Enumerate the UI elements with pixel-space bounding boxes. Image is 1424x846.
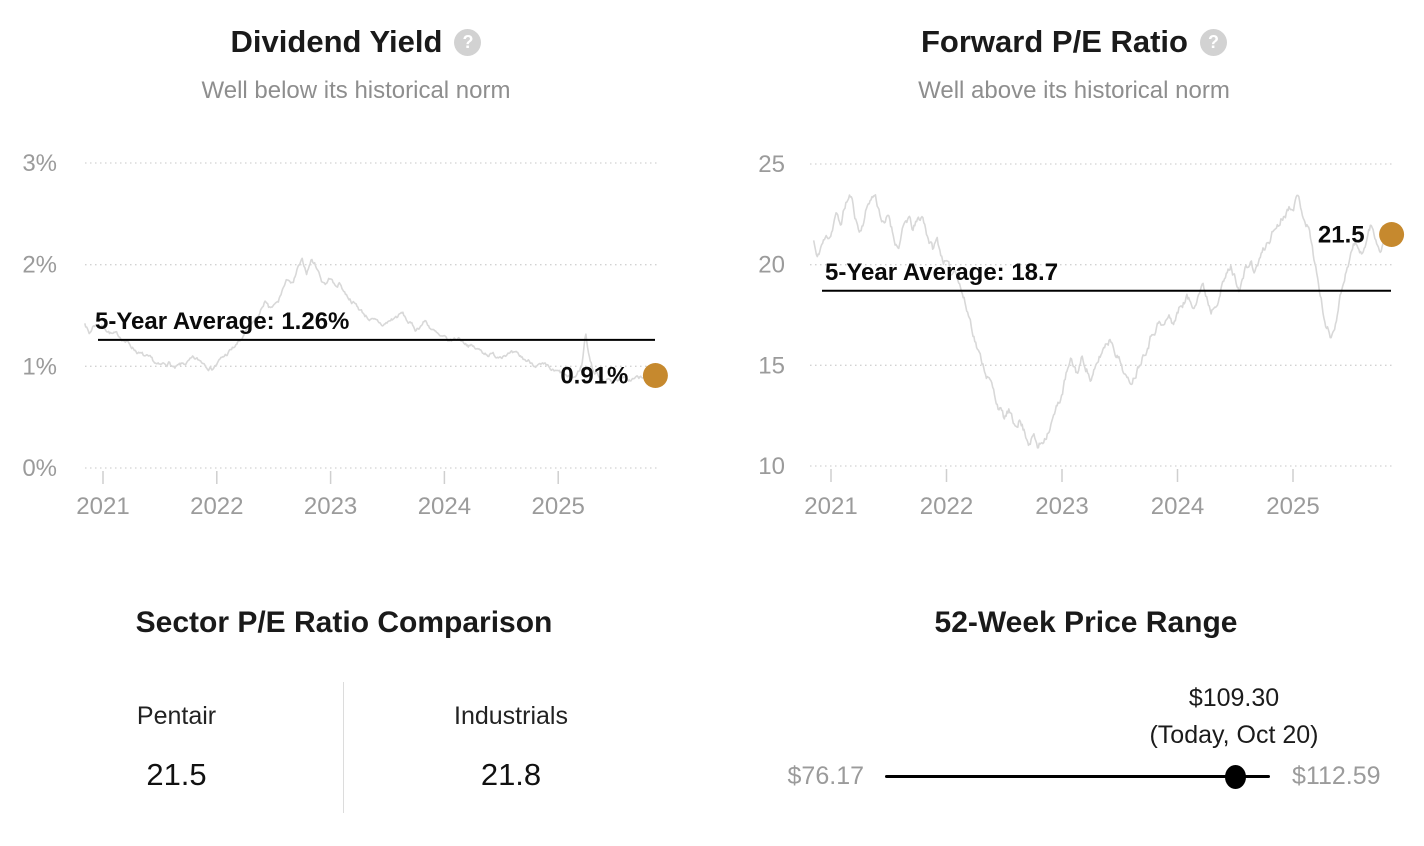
question-mark-glyph: ? <box>1207 31 1219 52</box>
svg-text:21.5: 21.5 <box>1318 222 1365 249</box>
svg-text:2025: 2025 <box>532 493 585 520</box>
pentair-value: 21.5 <box>146 757 207 792</box>
svg-text:20: 20 <box>758 252 785 279</box>
svg-text:2024: 2024 <box>1151 493 1204 520</box>
svg-text:2021: 2021 <box>804 493 857 520</box>
svg-text:5-Year Average: 18.7: 5-Year Average: 18.7 <box>825 259 1058 286</box>
svg-text:2%: 2% <box>22 252 57 279</box>
help-icon[interactable]: ? <box>1199 28 1227 56</box>
svg-text:10: 10 <box>758 453 785 480</box>
high-price-label: $112.59 <box>1292 762 1381 790</box>
pentair-label: Pentair <box>136 702 217 730</box>
price-range-marker <box>1224 764 1246 789</box>
price-range-track <box>885 775 1270 778</box>
svg-text:5-Year Average: 1.26%: 5-Year Average: 1.26% <box>95 308 349 335</box>
dividend-yield-subtitle: Well below its historical norm <box>201 77 511 104</box>
dividend-yield-title: Dividend Yield <box>230 24 443 59</box>
forward-pe-header: Forward P/E Ratio ? Well above its histo… <box>724 24 1424 104</box>
price-range-title: 52-Week Price Range <box>934 606 1238 639</box>
svg-text:3%: 3% <box>22 150 57 177</box>
svg-text:25: 25 <box>758 151 785 178</box>
help-icon[interactable]: ? <box>454 28 482 56</box>
question-mark-glyph: ? <box>462 31 474 52</box>
svg-text:2022: 2022 <box>920 493 973 520</box>
svg-text:2021: 2021 <box>76 493 129 520</box>
svg-text:2023: 2023 <box>1035 493 1088 520</box>
svg-text:0%: 0% <box>22 455 57 482</box>
current-price-date: (Today, Oct 20) <box>1149 721 1319 749</box>
svg-text:2024: 2024 <box>418 493 471 520</box>
industrials-value: 21.8 <box>480 757 542 792</box>
svg-text:0.91%: 0.91% <box>560 363 628 390</box>
dividend-yield-header: Dividend Yield ? Well below its historic… <box>0 24 712 104</box>
svg-text:2025: 2025 <box>1266 493 1319 520</box>
forward-pe-subtitle: Well above its historical norm <box>918 77 1230 104</box>
dividend-yield-chart: 3% 2% 1% 0% 2021 2022 2023 2024 2025 5-Year Avera… <box>22 150 668 520</box>
current-price: $109.30 <box>1188 684 1280 712</box>
low-price-label: $76.17 <box>787 762 864 790</box>
forward-pe-chart: 25 20 15 10 2021 2022 2023 2024 2025 5-Year Avera… <box>758 151 1405 520</box>
svg-text:15: 15 <box>758 352 785 379</box>
forward-pe-title: Forward P/E Ratio <box>921 24 1188 59</box>
sector-pe-comparison-title: Sector P/E Ratio Comparison <box>135 606 553 639</box>
svg-text:2023: 2023 <box>304 493 357 520</box>
svg-text:2022: 2022 <box>190 493 243 520</box>
industrials-label: Industrials <box>454 702 568 730</box>
comparison-divider <box>343 682 344 813</box>
svg-text:1%: 1% <box>22 353 57 380</box>
